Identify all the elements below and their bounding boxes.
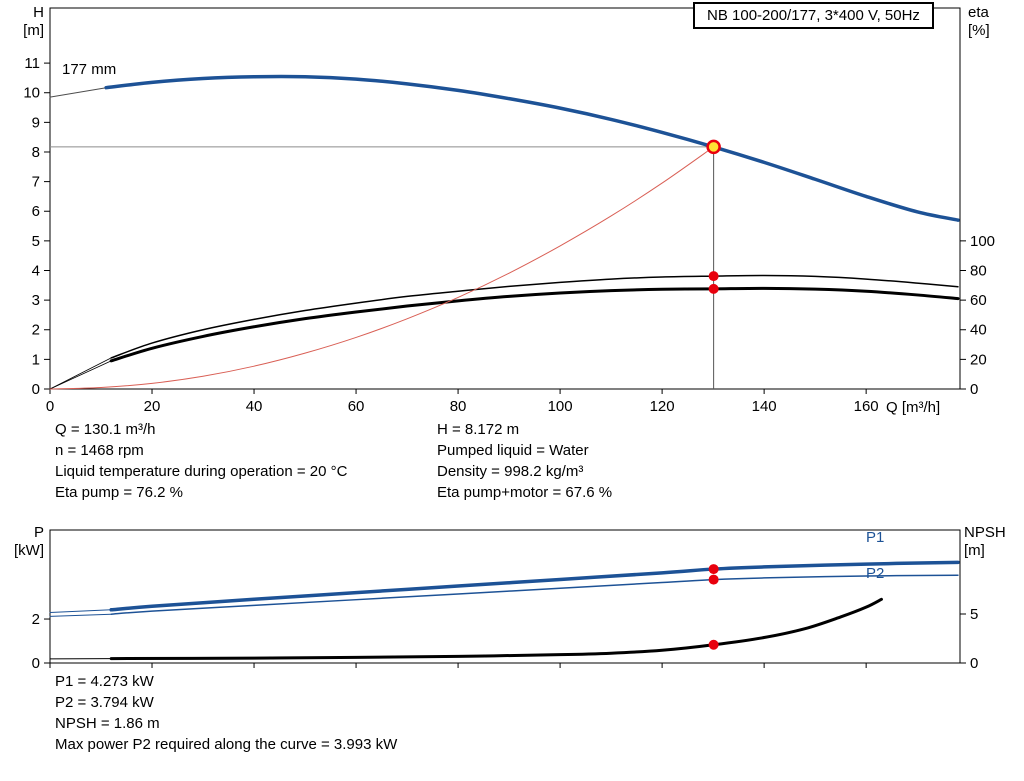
series-head-177mm (104, 74, 960, 222)
info-line-pumped-liquid: Pumped liquid = Water (437, 442, 589, 459)
duty-point[interactable] (706, 139, 721, 155)
info-line-liquid-temp: Liquid temperature during operation = 20… (55, 463, 348, 480)
series-eta-pump-lead-in (49, 357, 112, 390)
result-line-p2: P2 = 3.794 kW (55, 694, 154, 711)
power-axis-label: P [kW] (0, 524, 44, 560)
info-line-density: Density = 998.2 kg/m³ (437, 463, 584, 480)
qh-chart-left-tick-label: 9 (32, 114, 40, 131)
qh-chart-x-tick-label: 100 (548, 398, 573, 415)
qh-chart-x-tick-label: 20 (144, 398, 161, 415)
qh-chart-x-tick-label: 160 (854, 398, 879, 415)
power-npsh-chart-frame (49, 529, 961, 664)
npsh-point (708, 639, 719, 650)
power-npsh-chart-right-tick-label: 5 (970, 606, 978, 623)
head-axis-unit: [m] (23, 22, 44, 39)
qh-chart-right-tick-label: 100 (970, 233, 995, 250)
qh-chart-x-tick-label: 80 (450, 398, 467, 415)
head-axis-label: H [m] (0, 4, 44, 40)
power-npsh-chart-left-tick-label: 2 (32, 611, 40, 628)
qh-chart-left-tick-label: 0 (32, 381, 40, 398)
flow-axis-label: Q [m³/h] (886, 399, 941, 416)
qh-chart-left-tick-label: 11 (24, 55, 40, 72)
impeller-diameter-label: 177 mm (62, 61, 117, 78)
qh-chart-x-tick-label: 140 (752, 398, 777, 415)
result-line-npsh: NPSH = 1.86 m (55, 715, 160, 732)
info-line-h: H = 8.172 m (437, 421, 520, 438)
p1-curve-label: P1 (866, 529, 885, 546)
qh-chart-left-tick-label: 1 (32, 351, 40, 368)
series-eta-pump (110, 274, 959, 359)
eta-pump-point (708, 271, 719, 282)
qh-chart-right-tick-label: 80 (970, 262, 987, 279)
qh-chart-left-tick-label: 5 (32, 233, 40, 250)
head-axis-symbol: H (33, 4, 44, 21)
power-npsh-chart-left-tick-label: 0 (32, 655, 40, 672)
series-p2 (110, 574, 959, 615)
qh-chart-x-tick-label: 60 (348, 398, 365, 415)
operating-point-info-left: Q = 130.1 m³/h n = 1468 rpm Liquid tempe… (55, 419, 347, 503)
qh-chart-x-tick-label: 40 (246, 398, 263, 415)
eta-axis-unit: [%] (968, 22, 990, 39)
series-eta-pump-motor-lead-in (49, 360, 112, 390)
info-line-n: n = 1468 rpm (55, 442, 144, 459)
p1-point (708, 564, 719, 575)
p2-point (708, 574, 719, 585)
qh-chart-left-tick-label: 6 (32, 203, 40, 220)
series-p2-lead-in (49, 613, 112, 617)
info-line-q: Q = 130.1 m³/h (55, 421, 156, 438)
npsh-axis-symbol: NPSH (964, 524, 1006, 541)
series-system-curve (49, 146, 715, 390)
eta-axis-symbol: eta (968, 4, 989, 21)
power-axis-unit: [kW] (14, 542, 44, 559)
qh-chart-right-tick-label: 20 (970, 351, 987, 368)
qh-chart-right-tick-label: 60 (970, 292, 987, 309)
qh-chart-frame (49, 7, 961, 390)
result-line-p1: P1 = 4.273 kW (55, 673, 154, 690)
qh-chart-left-tick-label: 2 (32, 322, 40, 339)
series-p1 (109, 560, 960, 612)
eta-axis-label: eta [%] (968, 4, 990, 40)
power-npsh-chart-right-tick-label: 0 (970, 655, 978, 672)
qh-chart-right-tick-label: 0 (970, 381, 978, 398)
qh-chart-x-tick-label: 0 (46, 398, 54, 415)
series-npsh (109, 597, 883, 661)
eta-pump-motor-point (708, 283, 719, 294)
p2-curve-label: P2 (866, 565, 885, 582)
result-line-max-p2: Max power P2 required along the curve = … (55, 736, 398, 753)
qh-chart-x-tick-label: 120 (650, 398, 675, 415)
qh-chart-left-tick-label: 3 (32, 292, 40, 309)
series-p1-lead-in (49, 609, 112, 613)
qh-chart-left-tick-label: 7 (32, 174, 40, 191)
npsh-axis-label: NPSH [m] (964, 524, 1006, 560)
series-head-lead-in (49, 87, 107, 98)
qh-chart-left-tick-label: 10 (23, 85, 40, 102)
results-block: P1 = 4.273 kW P2 = 3.794 kW NPSH = 1.86 … (55, 671, 397, 755)
pump-title-box: NB 100-200/177, 3*400 V, 50Hz (693, 2, 934, 29)
npsh-axis-unit: [m] (964, 542, 985, 559)
series-eta-pump-motor (109, 286, 960, 363)
operating-point-info-right: H = 8.172 m Pumped liquid = Water Densit… (437, 419, 612, 503)
info-line-eta-pump: Eta pump = 76.2 % (55, 484, 183, 501)
qh-chart-left-tick-label: 4 (32, 262, 40, 279)
qh-chart-left-tick-label: 8 (32, 144, 40, 161)
info-line-eta-total: Eta pump+motor = 67.6 % (437, 484, 613, 501)
qh-chart-right-tick-label: 40 (970, 322, 987, 339)
power-axis-symbol: P (33, 524, 44, 541)
